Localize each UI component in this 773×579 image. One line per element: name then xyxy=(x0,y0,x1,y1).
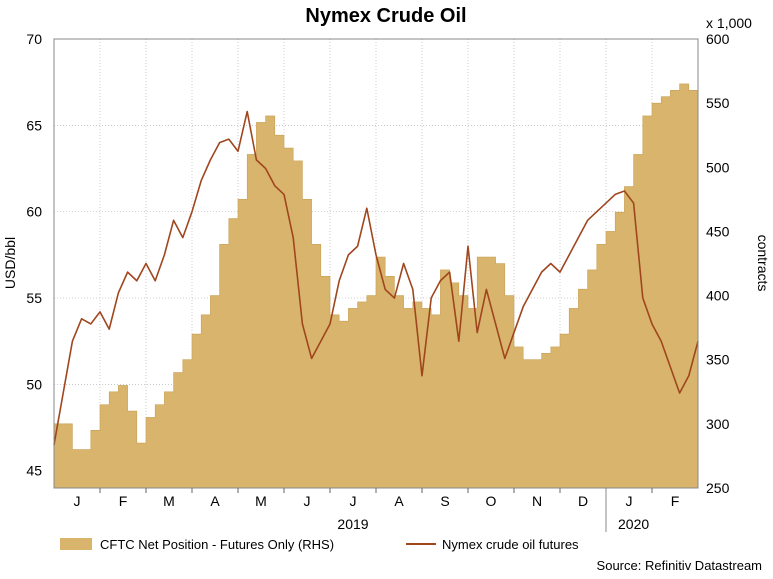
y-tick-left-label: 50 xyxy=(26,376,42,392)
y-tick-right-label: 300 xyxy=(706,416,730,432)
y-tick-right-label: 250 xyxy=(706,480,730,496)
axes-layer: 45 50 55 60 65 70 250 300 350 400 450 500 550 600 J F M A… xyxy=(26,31,730,532)
legend-swatch-area xyxy=(60,538,92,550)
x-tick-label: A xyxy=(210,493,220,509)
y-tick-right-label: 400 xyxy=(706,288,730,304)
right-axis-multiplier: x 1,000 xyxy=(706,15,752,31)
x-tick-label: J xyxy=(626,493,633,509)
x-tick-label: S xyxy=(440,493,449,509)
x-tick-label: F xyxy=(671,493,680,509)
y-axis-label-right: contracts xyxy=(755,235,771,292)
y-tick-left-label: 45 xyxy=(26,463,42,479)
y-tick-right-label: 350 xyxy=(706,352,730,368)
x-tick-label: F xyxy=(119,493,128,509)
y-tick-left-label: 55 xyxy=(26,290,42,306)
x-tick-label: J xyxy=(74,493,81,509)
x-tick-label: M xyxy=(163,493,175,509)
year-label: 2019 xyxy=(337,516,368,532)
y-tick-right-label: 500 xyxy=(706,159,730,175)
x-tick-label: J xyxy=(350,493,357,509)
y-tick-left-label: 65 xyxy=(26,117,42,133)
x-tick-label: J xyxy=(304,493,311,509)
chart-title: Nymex Crude Oil xyxy=(305,5,466,27)
legend-label-line: Nymex crude oil futures xyxy=(442,537,579,552)
y-tick-left-label: 60 xyxy=(26,204,42,220)
year-label: 2020 xyxy=(618,516,649,532)
y-tick-right-label: 600 xyxy=(706,31,730,47)
source-note: Source: Refinitiv Datastream xyxy=(597,558,762,573)
x-tick-label: A xyxy=(394,493,404,509)
x-tick-label: N xyxy=(532,493,542,509)
x-tick-label: O xyxy=(486,493,497,509)
legend-label-area: CFTC Net Position - Futures Only (RHS) xyxy=(100,537,334,552)
x-tick-label: M xyxy=(255,493,267,509)
area-series-layer xyxy=(53,83,699,489)
y-axis-label-left: USD/bbl xyxy=(2,237,18,289)
legend: CFTC Net Position - Futures Only (RHS) N… xyxy=(60,537,579,552)
x-tick-label: D xyxy=(578,493,588,509)
line-series-nymex-crude xyxy=(53,110,699,445)
y-tick-left-label: 70 xyxy=(26,31,42,47)
area-series-cftc-net-position xyxy=(53,83,699,489)
y-tick-right-label: 550 xyxy=(706,95,730,111)
y-tick-right-label: 450 xyxy=(706,223,730,239)
line-series-layer xyxy=(53,110,699,445)
